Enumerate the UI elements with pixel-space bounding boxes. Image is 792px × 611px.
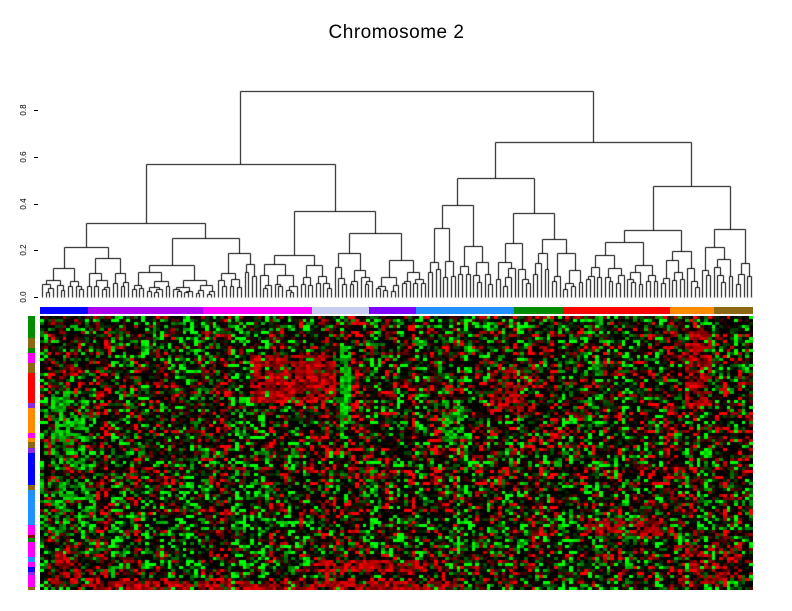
row-color-segment: [28, 567, 35, 572]
col-color-segment: [40, 307, 88, 314]
row-color-segment: [28, 535, 35, 538]
dendrogram-y-axis: 0.0 0.2 0.4 0.6 0.8: [0, 85, 40, 303]
chart-title: Chromosome 2: [328, 22, 465, 43]
row-color-segment: [28, 433, 35, 438]
row-color-segment: [28, 338, 35, 348]
row-color-segment: [28, 562, 35, 567]
axis-tick: [34, 203, 38, 205]
col-color-segment: [563, 307, 670, 314]
row-color-segment: [28, 572, 35, 575]
axis-tick: [34, 250, 38, 252]
axis-tick: [34, 156, 38, 158]
col-color-segment: [713, 307, 753, 314]
row-color-segment: [28, 587, 35, 590]
row-color-segment: [28, 363, 35, 373]
row-color-segment: [28, 490, 35, 525]
row-color-segment: [28, 525, 35, 535]
col-color-segment: [369, 307, 417, 314]
row-color-segment: [28, 453, 35, 485]
col-color-segment: [202, 307, 312, 314]
row-color-segment: [28, 557, 35, 562]
col-color-segment: [514, 307, 564, 314]
axis-tick-label: 0.6: [19, 151, 28, 163]
row-color-segment: [28, 575, 35, 587]
axis-tick-label: 0.4: [19, 197, 28, 210]
row-side-colors: [28, 316, 35, 590]
row-color-segment: [28, 485, 35, 490]
col-color-segment: [87, 307, 203, 314]
col-color-segment: [669, 307, 714, 314]
axis-tick: [34, 110, 38, 111]
row-color-segment: [28, 348, 35, 353]
row-color-segment: [28, 448, 35, 453]
row-color-segment: [28, 403, 35, 408]
axis-tick: [34, 297, 38, 298]
row-color-segment: [28, 442, 35, 448]
axis-tick-label: 0.0: [19, 291, 28, 303]
row-color-segment: [28, 438, 35, 442]
row-color-segment: [28, 538, 35, 542]
col-color-segment: [311, 307, 370, 314]
axis-tick-label: 0.2: [19, 244, 28, 256]
row-color-segment: [28, 316, 35, 338]
heatmap: [40, 316, 753, 590]
column-side-colors: [40, 307, 753, 314]
row-color-segment: [28, 408, 35, 433]
row-color-segment: [28, 353, 35, 363]
axis-tick-label: 0.8: [19, 104, 28, 116]
row-color-segment: [28, 373, 35, 403]
row-color-segment: [28, 542, 35, 557]
dendrogram: [40, 85, 754, 301]
col-color-segment: [416, 307, 515, 314]
